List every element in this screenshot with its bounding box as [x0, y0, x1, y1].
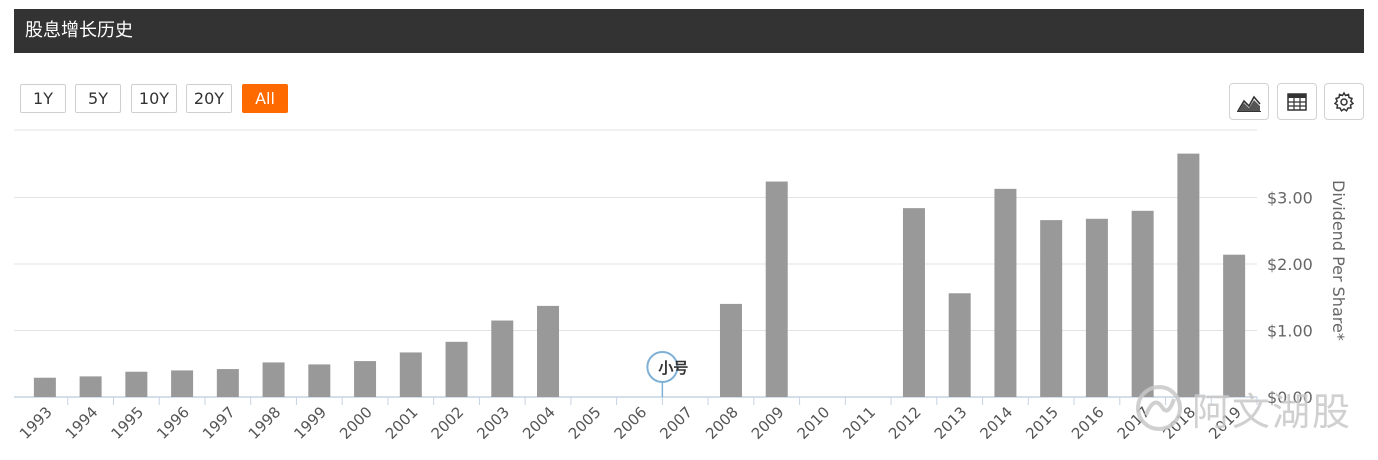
x-tick-label: 2000	[336, 403, 376, 443]
y-tick-label: $2.00	[1267, 255, 1313, 274]
bar-2017[interactable]	[1131, 210, 1154, 397]
bar-1997[interactable]	[216, 369, 239, 397]
annotation-label: 小号	[658, 359, 688, 377]
watermark-logo-icon	[1136, 385, 1182, 431]
bar-2003[interactable]	[491, 320, 514, 397]
x-tick-label: 1997	[199, 403, 239, 443]
range-10y-button[interactable]: 10Y	[131, 84, 177, 113]
x-axis-ticks: 1993 1994 1995 1996 1997 1998 1999 2000 2001 2002…	[16, 397, 1258, 443]
chart-annotation[interactable]: 小号	[646, 351, 688, 397]
range-all-button[interactable]: All	[242, 84, 288, 113]
bar-2018[interactable]	[1177, 153, 1200, 397]
x-tick-label: 2010	[794, 403, 834, 443]
range-1y-button[interactable]: 1Y	[20, 84, 66, 113]
bar-2019[interactable]	[1223, 254, 1246, 397]
chart-view-button[interactable]	[1229, 83, 1269, 120]
x-tick-label: 2007	[656, 403, 696, 443]
y-axis-ticks: $0.00 $1.00 $2.00 $3.00	[1267, 189, 1313, 408]
bar-2015[interactable]	[1040, 220, 1063, 397]
bar-2008[interactable]	[719, 303, 742, 397]
bar-1999[interactable]	[308, 364, 331, 397]
x-tick-label: 2009	[748, 403, 788, 443]
bar-1993[interactable]	[33, 377, 56, 397]
bar-2013[interactable]	[948, 293, 971, 397]
x-tick-label: 1994	[62, 403, 102, 443]
x-tick-label: 2014	[977, 403, 1017, 443]
x-tick-label: 2013	[931, 403, 971, 443]
watermark: 阿文湖股	[1132, 378, 1358, 438]
x-tick-label: 2006	[611, 403, 651, 443]
x-tick-label: 2016	[1068, 403, 1108, 443]
x-tick-label: 2015	[1022, 403, 1062, 443]
bar-1995[interactable]	[125, 371, 148, 397]
range-20y-button[interactable]: 20Y	[186, 84, 232, 113]
bar-1998[interactable]	[262, 362, 285, 397]
table-icon	[1287, 92, 1307, 111]
bar-2004[interactable]	[537, 305, 560, 397]
gear-icon	[1333, 91, 1355, 112]
x-tick-label: 1999	[290, 403, 330, 443]
y-tick-label: $3.00	[1267, 189, 1313, 208]
bar-2012[interactable]	[902, 208, 925, 397]
bar-2016[interactable]	[1085, 218, 1108, 397]
range-5y-button[interactable]: 5Y	[75, 84, 121, 113]
y-tick-label: $0.00	[1267, 388, 1313, 407]
settings-button[interactable]	[1324, 83, 1364, 120]
x-tick-label: 2002	[428, 403, 468, 443]
bar-2014[interactable]	[994, 188, 1017, 397]
x-tick-label: 1998	[245, 403, 285, 443]
chart-bars	[33, 153, 1246, 397]
x-tick-label: 2011	[839, 403, 879, 443]
bar-2002[interactable]	[445, 341, 468, 397]
x-tick-label: 2003	[473, 403, 513, 443]
bar-2000[interactable]	[354, 361, 377, 397]
x-tick-label: 2008	[702, 403, 742, 443]
bar-1994[interactable]	[79, 376, 102, 397]
chart-grid	[14, 129, 1257, 398]
section-header: 股息增长历史	[14, 9, 1364, 53]
y-axis-label: Dividend Per Share*	[1329, 180, 1348, 341]
table-view-button[interactable]	[1277, 83, 1317, 120]
watermark-text: 阿文湖股	[1192, 389, 1353, 434]
bar-1996[interactable]	[171, 370, 194, 397]
x-tick-label: 1996	[153, 403, 193, 443]
area-chart-icon	[1237, 95, 1261, 112]
x-tick-label: 2005	[565, 403, 605, 443]
y-tick-label: $1.00	[1267, 322, 1313, 341]
bar-2001[interactable]	[399, 352, 422, 397]
x-tick-label: 2004	[519, 403, 559, 443]
x-tick-label: 2012	[885, 403, 925, 443]
x-tick-label: 2001	[382, 403, 422, 443]
annotation-marker	[646, 351, 679, 383]
section-title: 股息增长历史	[25, 20, 133, 41]
bar-2009[interactable]	[765, 181, 788, 397]
x-tick-label: 1995	[107, 403, 147, 443]
x-tick-label: 1993	[16, 403, 56, 443]
